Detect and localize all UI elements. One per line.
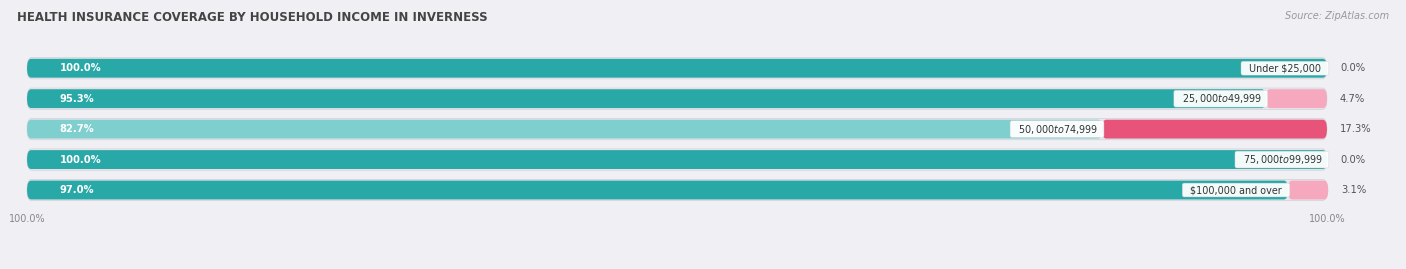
- Text: Under $25,000: Under $25,000: [1243, 63, 1327, 73]
- Text: Source: ZipAtlas.com: Source: ZipAtlas.com: [1285, 11, 1389, 21]
- Text: 100.0%: 100.0%: [59, 63, 101, 73]
- Text: $75,000 to $99,999: $75,000 to $99,999: [1237, 153, 1327, 166]
- Text: 100.0%: 100.0%: [59, 155, 101, 165]
- Text: 95.3%: 95.3%: [59, 94, 94, 104]
- Text: 82.7%: 82.7%: [59, 124, 94, 134]
- FancyBboxPatch shape: [27, 150, 1327, 169]
- FancyBboxPatch shape: [27, 149, 1327, 170]
- FancyBboxPatch shape: [1288, 180, 1329, 200]
- Text: 97.0%: 97.0%: [59, 185, 94, 195]
- Text: $100,000 and over: $100,000 and over: [1184, 185, 1288, 195]
- Text: $25,000 to $49,999: $25,000 to $49,999: [1175, 92, 1265, 105]
- FancyBboxPatch shape: [27, 179, 1327, 201]
- FancyBboxPatch shape: [27, 59, 1327, 78]
- FancyBboxPatch shape: [27, 89, 1265, 108]
- FancyBboxPatch shape: [27, 180, 1288, 200]
- FancyBboxPatch shape: [27, 118, 1327, 140]
- FancyBboxPatch shape: [27, 58, 1327, 79]
- FancyBboxPatch shape: [1265, 89, 1327, 108]
- FancyBboxPatch shape: [27, 120, 1102, 139]
- Text: 0.0%: 0.0%: [1340, 63, 1365, 73]
- Text: $50,000 to $74,999: $50,000 to $74,999: [1012, 123, 1102, 136]
- Text: HEALTH INSURANCE COVERAGE BY HOUSEHOLD INCOME IN INVERNESS: HEALTH INSURANCE COVERAGE BY HOUSEHOLD I…: [17, 11, 488, 24]
- FancyBboxPatch shape: [1102, 120, 1327, 139]
- Text: 4.7%: 4.7%: [1340, 94, 1365, 104]
- Text: 3.1%: 3.1%: [1341, 185, 1367, 195]
- FancyBboxPatch shape: [27, 88, 1327, 109]
- Text: 0.0%: 0.0%: [1340, 155, 1365, 165]
- Text: 17.3%: 17.3%: [1340, 124, 1372, 134]
